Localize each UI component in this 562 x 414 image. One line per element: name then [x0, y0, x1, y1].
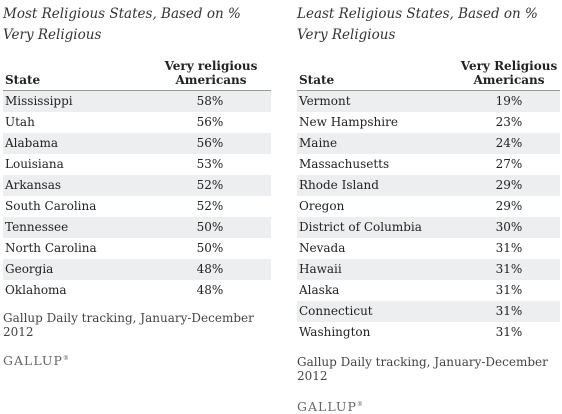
state-cell: Mississippi	[3, 90, 149, 112]
table-row: Washington 31%	[297, 322, 560, 343]
value-cell: 29%	[458, 174, 560, 196]
column-header-value: Very Religious Americans	[460, 58, 558, 87]
state-cell: South Carolina	[5, 199, 97, 213]
value-cell: 48%	[149, 258, 271, 280]
table-row: Rhode Island 29%	[297, 174, 560, 196]
table-row: South Carolina 52%	[3, 196, 271, 217]
state-cell: Oregon	[299, 199, 345, 213]
state-cell: Georgia	[3, 258, 149, 280]
value-cell: 56%	[149, 132, 271, 154]
header-row: State Very religious Americans	[3, 48, 271, 90]
table-row: Oklahoma 48%	[3, 280, 271, 301]
chart-title: Most Religious States, Based on % Very R…	[3, 6, 241, 43]
value-cell: 53%	[196, 157, 224, 171]
state-cell: Rhode Island	[297, 174, 458, 196]
table-row: Louisiana 53%	[3, 154, 271, 175]
value-cell: 19%	[458, 90, 560, 112]
gallup-logo: GALLUP®	[3, 352, 70, 368]
table-row: Arkansas 52%	[3, 174, 271, 196]
table-row: Alabama 56%	[3, 132, 271, 154]
table-row: New Hampshire 23%	[297, 112, 560, 133]
table-row: District of Columbia 30%	[297, 216, 560, 238]
value-cell: 27%	[495, 157, 523, 171]
most-religious-panel: Most Religious States, Based on % Very R…	[3, 0, 271, 368]
state-cell: Oklahoma	[5, 283, 67, 297]
table-row: Tennessee 50%	[3, 216, 271, 238]
brand-text: GALLUP	[297, 398, 357, 414]
state-cell: Louisiana	[5, 157, 64, 171]
table-row: Alaska 31%	[297, 280, 560, 301]
table-row: Oregon 29%	[297, 196, 560, 217]
state-cell: Maine	[297, 132, 458, 154]
value-cell: 31%	[458, 258, 560, 280]
value-cell: 52%	[196, 199, 224, 213]
state-cell: Utah	[5, 115, 35, 129]
state-cell: District of Columbia	[297, 216, 458, 238]
state-cell: Hawaii	[297, 258, 458, 280]
brand-text: GALLUP	[3, 352, 63, 368]
value-cell: 50%	[149, 216, 271, 238]
table-row: Nevada 31%	[297, 238, 560, 259]
state-cell: Massachusetts	[299, 157, 390, 171]
value-cell: 31%	[495, 283, 523, 297]
state-cell: New Hampshire	[299, 115, 398, 129]
table-row: Georgia 48%	[3, 258, 271, 280]
value-cell: 31%	[495, 325, 523, 339]
value-cell: 31%	[458, 300, 560, 322]
state-cell: Arkansas	[3, 174, 149, 196]
chart-title: Least Religious States, Based on % Very …	[297, 6, 538, 43]
column-header-value: Very religious Americans	[164, 58, 258, 87]
value-cell: 56%	[196, 115, 224, 129]
state-cell: Nevada	[299, 241, 346, 255]
header-row: State Very Religious Americans	[297, 48, 560, 90]
value-cell: 50%	[196, 241, 224, 255]
data-table: State Very religious Americans Mississip…	[3, 48, 271, 301]
source-note: Gallup Daily tracking, January-December …	[297, 354, 548, 383]
table-row: Utah 56%	[3, 112, 271, 133]
value-cell: 52%	[149, 174, 271, 196]
table-row: Massachusetts 27%	[297, 154, 560, 175]
value-cell: 24%	[458, 132, 560, 154]
data-table: State Very Religious Americans Vermont 19…	[297, 48, 560, 343]
value-cell: 31%	[495, 241, 523, 255]
value-cell: 29%	[495, 199, 523, 213]
value-cell: 58%	[149, 90, 271, 112]
value-cell: 48%	[196, 283, 224, 297]
state-cell: Alabama	[3, 132, 149, 154]
column-header-state: State	[299, 72, 335, 87]
source-note: Gallup Daily tracking, January-December …	[3, 310, 254, 339]
column-header-state: State	[5, 72, 41, 87]
table-row: Hawaii 31%	[297, 258, 560, 280]
table-row: North Carolina 50%	[3, 238, 271, 259]
table-row: Connecticut 31%	[297, 300, 560, 322]
least-religious-panel: Least Religious States, Based on % Very …	[297, 0, 560, 414]
state-cell: Alaska	[299, 283, 340, 297]
value-cell: 30%	[458, 216, 560, 238]
state-cell: North Carolina	[5, 241, 97, 255]
value-cell: 23%	[495, 115, 523, 129]
state-cell: Connecticut	[297, 300, 458, 322]
state-cell: Washington	[299, 325, 371, 339]
table-row: Maine 24%	[297, 132, 560, 154]
state-cell: Tennessee	[3, 216, 149, 238]
table-row: Vermont 19%	[297, 90, 560, 112]
gallup-logo: GALLUP®	[297, 398, 364, 414]
table-row: Mississippi 58%	[3, 90, 271, 112]
state-cell: Vermont	[297, 90, 458, 112]
